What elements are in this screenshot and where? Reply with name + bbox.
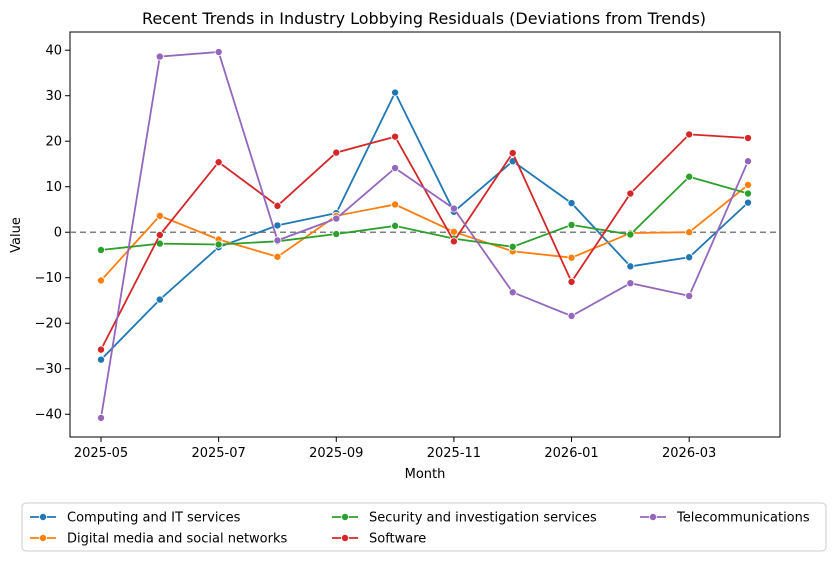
legend: Computing and IT services Digital media a… [21, 502, 827, 552]
x-tick-label: 2026-01 [544, 446, 598, 461]
data-point [626, 262, 635, 271]
data-point [273, 221, 282, 230]
data-point [685, 253, 694, 262]
legend-label: Software [369, 532, 426, 547]
x-tick-label: 2025-07 [191, 446, 245, 461]
chart-title: Recent Trends in Industry Lobbying Resid… [142, 9, 706, 28]
series-1 [97, 180, 753, 285]
legend-marker [649, 513, 658, 522]
y-tick-label: 40 [45, 44, 62, 59]
data-point [97, 345, 106, 354]
data-point [449, 237, 458, 246]
data-point [214, 240, 223, 249]
y-tick-label: −30 [35, 362, 62, 377]
data-point [97, 413, 106, 422]
series-4 [97, 48, 753, 422]
data-point [332, 230, 341, 239]
legend-item: Digital media and social networks [30, 532, 287, 547]
data-point [155, 295, 164, 304]
series-line [100, 175, 749, 251]
data-point [567, 220, 576, 229]
series-line [100, 90, 749, 361]
y-tick-label: 20 [45, 135, 62, 150]
data-point [508, 149, 517, 158]
series-2 [97, 172, 753, 254]
y-axis-label: Value [9, 217, 24, 253]
data-point [685, 228, 694, 237]
data-point [626, 189, 635, 198]
data-point [391, 88, 400, 97]
data-point [214, 158, 223, 167]
data-point [685, 172, 694, 181]
y-tick-label: 30 [45, 89, 62, 104]
plot-area [69, 31, 781, 438]
x-tick-label: 2025-09 [309, 446, 363, 461]
legend-frame [21, 502, 827, 552]
series-3 [97, 130, 753, 354]
y-tick-label: −20 [35, 317, 62, 332]
y-tick-label: 10 [45, 180, 62, 195]
data-point [744, 134, 753, 143]
series-0 [97, 88, 753, 364]
y-tick-label: −40 [35, 408, 62, 423]
legend-item: Telecommunications [640, 511, 810, 526]
legend-label: Computing and IT services [67, 511, 241, 526]
x-tick-label: 2025-11 [427, 446, 481, 461]
data-point [685, 291, 694, 300]
legend-label: Telecommunications [676, 511, 810, 526]
legend-marker [39, 534, 48, 543]
data-point [744, 189, 753, 198]
data-point [744, 180, 753, 189]
legend-item: Software [332, 532, 426, 547]
data-point [567, 199, 576, 208]
series-line [100, 51, 749, 419]
data-point [332, 148, 341, 157]
data-point [449, 227, 458, 236]
data-point [685, 130, 694, 139]
data-point [332, 214, 341, 223]
data-point [508, 288, 517, 297]
legend-label: Digital media and social networks [67, 532, 287, 547]
data-point [744, 198, 753, 207]
data-point [97, 355, 106, 364]
data-point [391, 164, 400, 173]
x-tick-label: 2026-03 [662, 446, 716, 461]
data-point [391, 132, 400, 141]
data-point [391, 200, 400, 209]
y-tick-label: −10 [35, 271, 62, 286]
data-point [626, 279, 635, 288]
data-point [567, 253, 576, 262]
data-point [155, 52, 164, 61]
data-point [567, 311, 576, 320]
data-point [744, 157, 753, 166]
data-point [273, 201, 282, 210]
legend-marker [39, 513, 48, 522]
data-point [273, 252, 282, 261]
data-point [273, 236, 282, 245]
data-point [449, 204, 458, 213]
x-axis-label: Month [405, 467, 446, 482]
legend-item: Security and investigation services [332, 511, 597, 526]
data-point [97, 276, 106, 285]
legend-marker [340, 513, 349, 522]
legend-marker [340, 534, 349, 543]
y-tick-label: 0 [54, 226, 62, 241]
x-tick-label: 2025-05 [74, 446, 128, 461]
data-point [155, 230, 164, 239]
data-point [626, 230, 635, 239]
series-line [100, 133, 749, 351]
data-point [508, 242, 517, 251]
legend-item: Computing and IT services [30, 511, 241, 526]
legend-label: Security and investigation services [369, 511, 597, 526]
data-point [214, 48, 223, 57]
data-point [97, 245, 106, 254]
data-point [155, 211, 164, 220]
data-point [391, 221, 400, 230]
data-point [567, 277, 576, 286]
series-line [100, 184, 749, 282]
